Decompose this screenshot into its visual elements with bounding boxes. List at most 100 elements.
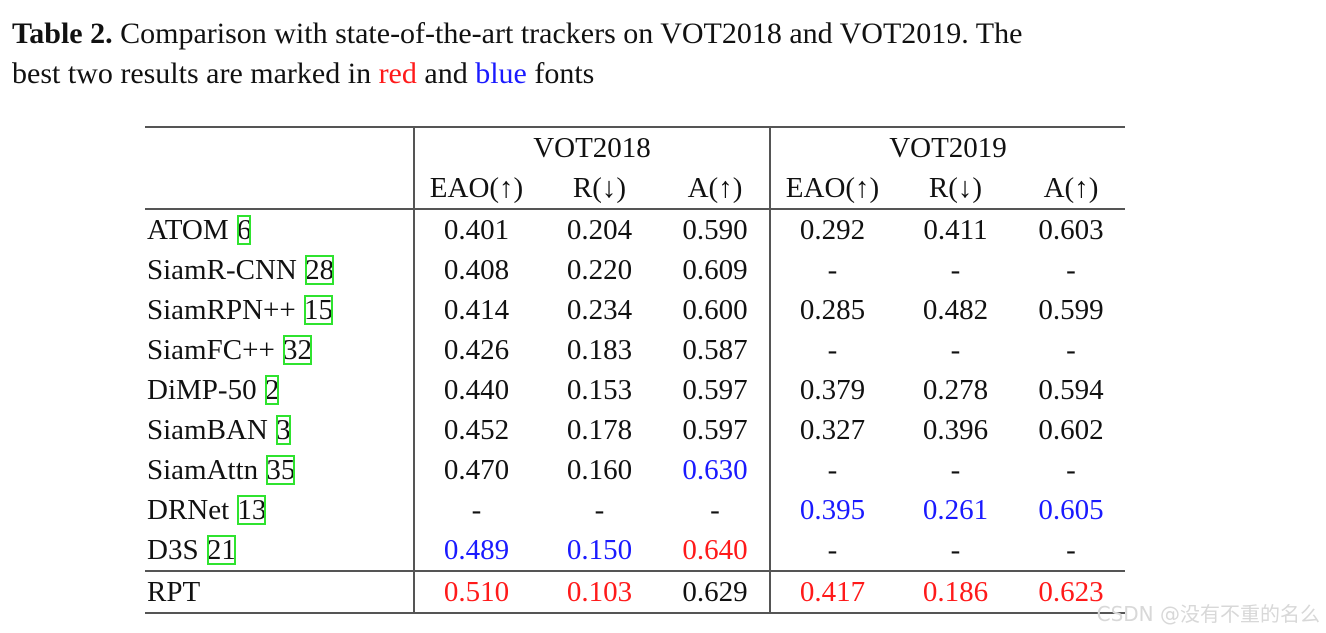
value-cell: 0.278 xyxy=(922,374,989,406)
group-header-vot2019: VOT2019 xyxy=(769,126,1125,168)
value-cell: 0.510 xyxy=(413,570,538,614)
tracker-name: SiamR-CNN 28 xyxy=(147,254,335,286)
value-cell: - xyxy=(769,250,894,290)
value-cell: 0.261 xyxy=(922,494,989,526)
tracker-name: D3S 21 xyxy=(147,534,236,566)
value-cell: 0.602 xyxy=(1038,414,1104,446)
value-cell: 0.160 xyxy=(566,454,633,486)
value-cell: - xyxy=(769,450,894,490)
citation-ref[interactable]: 13 xyxy=(237,494,267,526)
metric-header: A(↑) xyxy=(1043,172,1099,204)
table-row: DRNet 13 - - - 0.395 0.261 0.605 xyxy=(145,490,1125,530)
value-cell: 0.587 xyxy=(682,334,748,366)
table-row: D3S 21 0.489 0.150 0.640 - - - xyxy=(145,530,1125,571)
value-cell: - xyxy=(710,494,720,526)
value-cell: 0.629 xyxy=(661,570,770,614)
value-cell: 0.103 xyxy=(538,570,661,614)
caption-label: Table 2. xyxy=(12,17,113,50)
table-caption: Table 2. Comparison with state-of-the-ar… xyxy=(12,14,1312,94)
citation-ref[interactable]: 15 xyxy=(304,294,333,326)
comparison-table: VOT2018 VOT2019 EAO(↑) R(↓) A(↑) EAO(↑) … xyxy=(145,126,1125,614)
value-cell: 0.603 xyxy=(1017,208,1125,250)
citation-ref[interactable]: 6 xyxy=(236,214,252,246)
value-cell: 0.401 xyxy=(413,208,538,250)
metric-header: EAO(↑) xyxy=(769,168,894,209)
value-cell: 0.395 xyxy=(769,490,894,530)
table-row: ATOM 6 0.401 0.204 0.590 0.292 0.411 0.6… xyxy=(145,208,1125,250)
value-cell: - xyxy=(1066,254,1076,286)
table-row: SiamR-CNN 28 0.408 0.220 0.609 - - - xyxy=(145,250,1125,290)
caption-blue-word: blue xyxy=(475,57,527,90)
value-cell: 0.623 xyxy=(1017,570,1125,614)
tracker-name: SiamFC++ 32 xyxy=(147,334,313,366)
value-cell: 0.640 xyxy=(682,534,748,566)
value-cell: 0.186 xyxy=(894,570,1017,614)
value-cell: 0.150 xyxy=(566,534,633,566)
value-cell: - xyxy=(594,494,605,526)
tracker-name: DiMP-50 2 xyxy=(147,374,280,406)
value-cell: 0.417 xyxy=(769,570,894,614)
value-cell: - xyxy=(950,534,961,566)
metric-header: R(↓) xyxy=(572,172,627,204)
value-cell: - xyxy=(413,490,538,530)
caption-line1: Comparison with state-of-the-art tracker… xyxy=(112,17,1023,50)
value-cell: 0.285 xyxy=(769,290,894,330)
value-cell: 0.630 xyxy=(682,454,748,486)
value-cell: - xyxy=(769,330,894,370)
group-header-vot2018: VOT2018 xyxy=(413,126,770,168)
value-cell: 0.452 xyxy=(413,410,538,450)
value-cell: - xyxy=(1066,334,1076,366)
value-cell: 0.408 xyxy=(413,250,538,290)
citation-ref[interactable]: 35 xyxy=(266,454,296,486)
value-cell: 0.379 xyxy=(769,370,894,410)
metric-header: R(↓) xyxy=(928,172,983,204)
value-cell: 0.234 xyxy=(566,294,633,326)
table-row: SiamRPN++ 15 0.414 0.234 0.600 0.285 0.4… xyxy=(145,290,1125,330)
value-cell: 0.597 xyxy=(682,414,748,446)
value-cell: 0.414 xyxy=(413,290,538,330)
group-header-row: VOT2018 VOT2019 xyxy=(145,126,1125,168)
value-cell: 0.594 xyxy=(1038,374,1104,406)
tracker-name: SiamRPN++ 15 xyxy=(147,294,333,326)
value-cell: 0.327 xyxy=(769,410,894,450)
tracker-name: RPT xyxy=(145,570,414,614)
citation-ref[interactable]: 2 xyxy=(264,374,280,406)
metric-header-row: EAO(↑) R(↓) A(↑) EAO(↑) R(↓) A(↑) xyxy=(145,168,1125,209)
caption-fonts-word: fonts xyxy=(526,57,595,90)
value-cell: - xyxy=(769,530,894,571)
metric-header: EAO(↑) xyxy=(413,168,538,209)
tracker-name: SiamAttn 35 xyxy=(147,454,296,486)
value-cell: - xyxy=(950,334,961,366)
watermark: CSDN @没有不重的名么 xyxy=(1096,602,1320,626)
table-row: SiamAttn 35 0.470 0.160 0.630 - - - xyxy=(145,450,1125,490)
value-cell: 0.396 xyxy=(922,414,989,446)
value-cell: 0.153 xyxy=(566,374,633,406)
value-cell: - xyxy=(950,254,961,286)
value-cell: 0.605 xyxy=(1038,494,1104,526)
caption-line2-start: best two results are marked in xyxy=(12,57,379,90)
citation-ref[interactable]: 3 xyxy=(276,414,291,446)
citation-ref[interactable]: 21 xyxy=(206,534,236,566)
value-cell: 0.411 xyxy=(894,208,1017,250)
citation-ref[interactable]: 28 xyxy=(305,254,335,286)
header-empty xyxy=(145,126,414,168)
value-cell: 0.600 xyxy=(682,294,748,326)
citation-ref[interactable]: 32 xyxy=(283,334,313,366)
value-cell: 0.292 xyxy=(769,208,894,250)
value-cell: 0.597 xyxy=(682,374,748,406)
value-cell: 0.590 xyxy=(661,208,770,250)
table-row: DiMP-50 2 0.440 0.153 0.597 0.379 0.278 … xyxy=(145,370,1125,410)
tracker-name: SiamBAN 3 xyxy=(147,414,291,446)
metric-header: A(↑) xyxy=(687,172,743,204)
table-row: SiamBAN 3 0.452 0.178 0.597 0.327 0.396 … xyxy=(145,410,1125,450)
value-cell: 0.426 xyxy=(413,330,538,370)
table-body: ATOM 6 0.401 0.204 0.590 0.292 0.411 0.6… xyxy=(145,208,1125,614)
value-cell: 0.204 xyxy=(538,208,661,250)
table-row-rpt: RPT 0.510 0.103 0.629 0.417 0.186 0.623 xyxy=(145,570,1125,614)
header-empty xyxy=(145,168,414,209)
value-cell: 0.440 xyxy=(413,370,538,410)
value-cell: 0.609 xyxy=(682,254,748,286)
caption-and-word: and xyxy=(416,57,476,90)
value-cell: - xyxy=(1066,454,1076,486)
tracker-name: ATOM 6 xyxy=(145,208,414,250)
